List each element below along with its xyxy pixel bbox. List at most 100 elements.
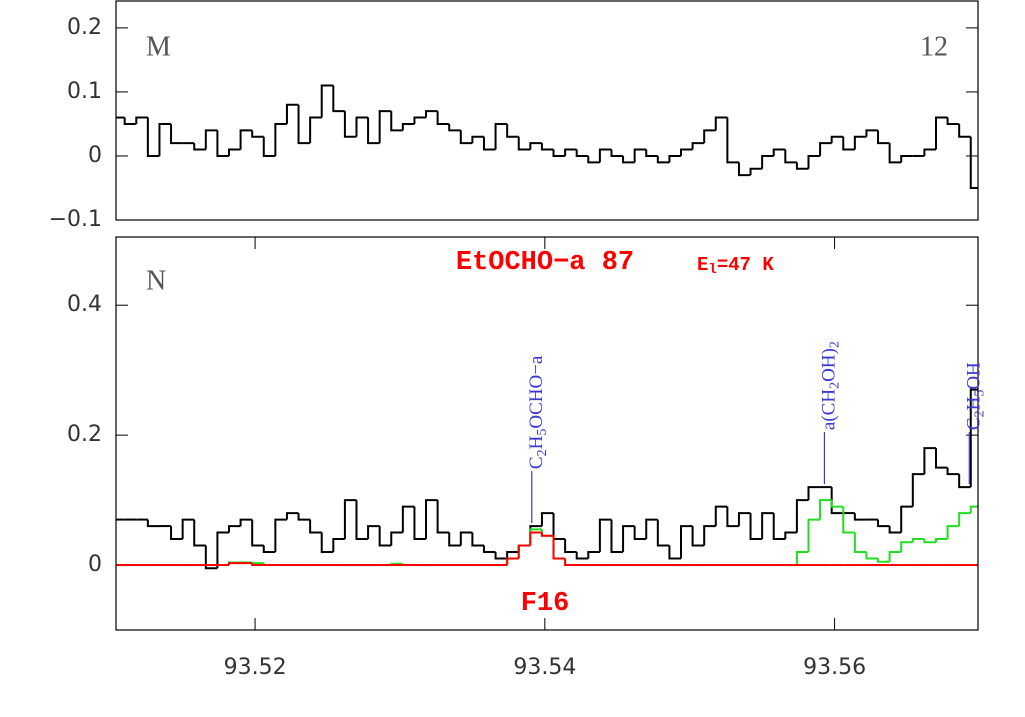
y-tick-label: 0.1 (67, 79, 102, 104)
spectrum-step (297, 104, 311, 145)
spectrum-step (807, 518, 821, 553)
spectrum-step (332, 538, 345, 553)
spectrum-step (865, 552, 879, 560)
spectrum-step (795, 162, 809, 170)
marker-label-part: C (526, 456, 547, 469)
spectrum-step (343, 111, 357, 138)
spectrum-step (529, 142, 542, 150)
spectrum-step (865, 129, 879, 137)
spectrum-step (877, 558, 890, 563)
marker-label-part: a(CH (819, 389, 840, 430)
spectrum-step (367, 525, 380, 540)
subtitle-part: l (708, 262, 716, 278)
spectrum-step (784, 531, 797, 540)
spectrum-step (320, 84, 334, 118)
spectrum-step (181, 518, 195, 540)
spectrum-step (575, 552, 589, 560)
spectrum-step (436, 500, 450, 534)
y-tick-label: 0.2 (67, 15, 102, 40)
spectrum-step (355, 500, 369, 541)
spectrum-step (807, 486, 821, 501)
spectrum-step (784, 149, 797, 164)
spectrum-step (135, 116, 148, 124)
spectrum-step (819, 142, 832, 156)
spectrum-step (274, 518, 287, 553)
spectrum-step (645, 149, 658, 157)
spectrum-step (146, 117, 160, 157)
spectrum-step (552, 149, 566, 157)
series-group (116, 388, 978, 570)
spectrum-step (494, 552, 508, 560)
spectrum-step (680, 525, 693, 559)
spectrum-step (946, 467, 960, 476)
spectrum-step (390, 531, 403, 546)
spectrum-step (680, 148, 693, 156)
spectrum-step (969, 388, 978, 488)
spectrum-step (737, 162, 751, 177)
spectrum-step (958, 123, 971, 138)
y-tick-label: 0 (88, 143, 102, 168)
spectrum-step (668, 545, 682, 560)
spectrum-step (540, 512, 554, 527)
spectrum-step (228, 148, 241, 156)
spectrum-step (552, 535, 566, 560)
spectrum-step (946, 525, 960, 540)
line-marker-label: a(CH2OH)2 (819, 341, 843, 430)
spectrum-step (610, 519, 624, 554)
spectrum-step (575, 149, 589, 157)
y-tick-label: 0.4 (67, 292, 102, 317)
spectrum-step (251, 519, 264, 547)
spectrum-step (448, 532, 461, 547)
spectrum-step (564, 148, 577, 156)
spectrum-step (309, 519, 322, 534)
spectrum-step (228, 525, 241, 533)
spectrum-step (506, 557, 519, 566)
spectrum-step (958, 474, 971, 489)
subtitle-part: =47 K (717, 254, 775, 276)
spectrum-step (401, 122, 415, 131)
spectrum-step (239, 129, 253, 150)
marker-label-part: C (964, 417, 985, 430)
spectrum-step (934, 116, 948, 150)
spectrum-step (448, 123, 461, 132)
panel: 0 0.2 0.4 93.52 93.54 93.56 N EtOCHO−a 87 El=47 … (67, 236, 987, 680)
spectrum-step (714, 505, 728, 527)
panel-number: 12 (920, 31, 948, 62)
series-group (116, 84, 978, 189)
spectrum-step (703, 129, 716, 144)
spectrum-step (819, 499, 832, 520)
spectrum-step (761, 512, 774, 540)
spectrum-step (251, 130, 264, 138)
spectrum-step (506, 551, 519, 559)
spectrum-step (170, 123, 183, 145)
x-tick-label: 93.54 (513, 655, 576, 680)
marker-label-part: 2 (828, 341, 843, 348)
title: EtOCHO−a 87 (456, 248, 634, 278)
spectrum-step (934, 448, 948, 469)
spectrum-step (204, 545, 218, 570)
plot-frame (115, 0, 979, 221)
spectrum-step (158, 122, 172, 156)
spectrum-step (622, 525, 635, 553)
spectrum-step (900, 541, 913, 553)
y-tick-label: −0.1 (49, 207, 102, 232)
marker-label-part: OH (964, 362, 985, 390)
spectrum-step (795, 551, 809, 566)
spectrum-step (830, 487, 844, 515)
spectrum-step (807, 154, 821, 169)
spectrum-step (888, 143, 902, 164)
spectrum-step (413, 506, 427, 541)
marker-label-part: 2 (828, 382, 843, 389)
spectrum-step (517, 136, 531, 151)
subtitle-part: E (697, 254, 708, 276)
spectrum-step (726, 117, 739, 164)
spectrum-step (262, 545, 276, 554)
spectrum-step (888, 526, 902, 534)
spectrum-step (958, 512, 971, 527)
spectrum-step (309, 116, 322, 144)
footer: F16 (521, 589, 570, 619)
spectrum-step (552, 513, 566, 541)
spectrum-step (969, 136, 978, 189)
spectrum-step (598, 518, 612, 553)
